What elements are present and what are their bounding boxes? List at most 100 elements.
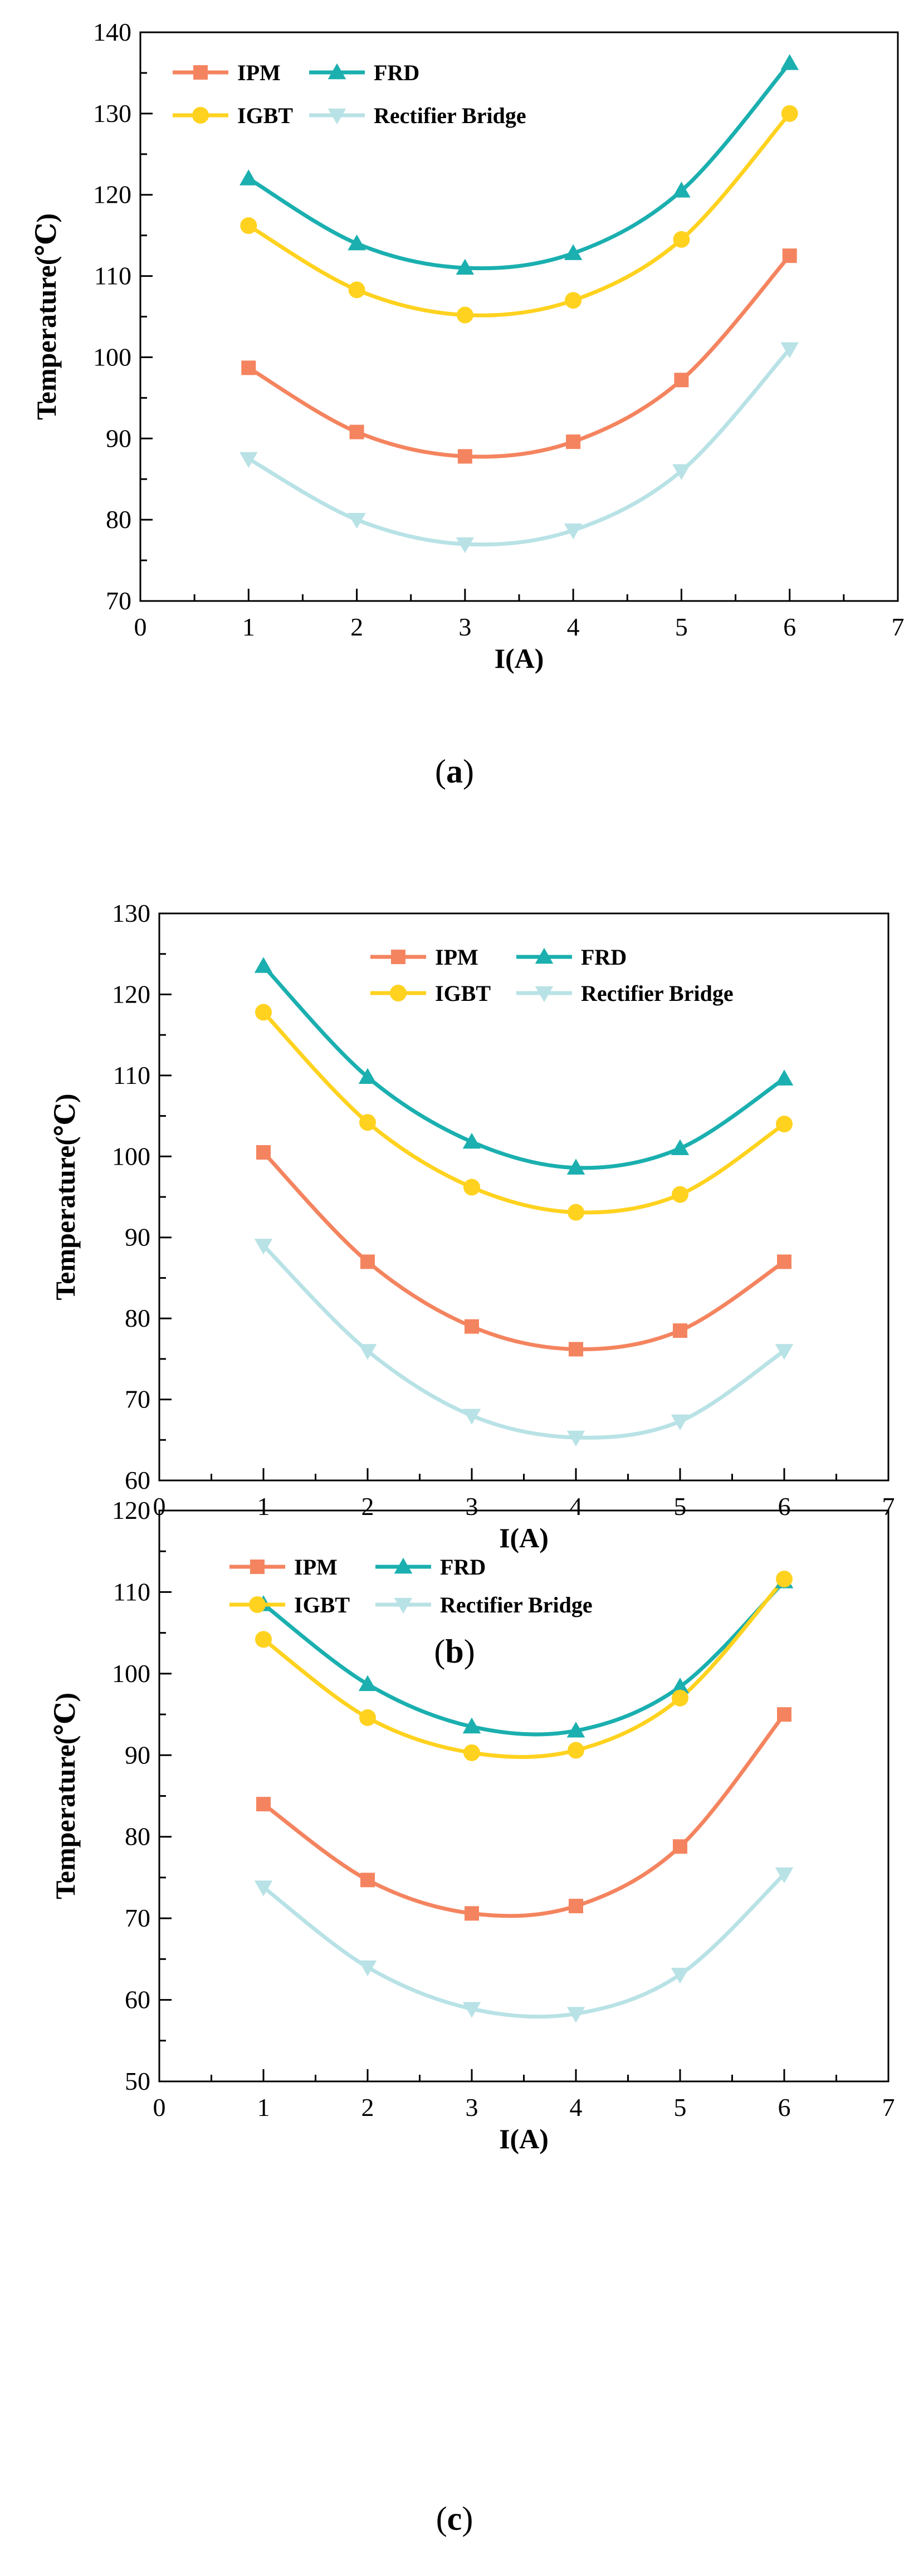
data-point-ipm bbox=[777, 1254, 791, 1269]
data-point-rectifier-bridge bbox=[566, 2007, 585, 2023]
data-point-frd bbox=[671, 1678, 690, 1694]
data-point-frd bbox=[566, 1159, 585, 1175]
x-tick-label: 5 bbox=[674, 2093, 687, 2122]
legend-item-igbt: IGBT bbox=[370, 981, 491, 1006]
x-tick-label: 1 bbox=[257, 1492, 270, 1521]
y-axis-title: Temperature(℃) bbox=[31, 213, 62, 420]
data-point-frd bbox=[348, 234, 366, 251]
data-point-ipm bbox=[777, 1707, 791, 1722]
data-point-igbt bbox=[776, 1571, 793, 1587]
x-tick-label: 7 bbox=[882, 1492, 895, 1521]
data-point-igbt bbox=[776, 1116, 793, 1133]
data-point-frd bbox=[775, 1069, 794, 1086]
legend-label: IGBT bbox=[237, 103, 293, 128]
data-point-igbt bbox=[781, 105, 798, 122]
y-tick-label: 120 bbox=[112, 980, 150, 1008]
y-tick-label: 80 bbox=[125, 1304, 150, 1332]
data-point-ipm bbox=[465, 1906, 479, 1921]
y-axis-title: Temperature(℃) bbox=[50, 1693, 81, 1899]
data-point-ipm bbox=[457, 449, 472, 464]
x-tick-label: 0 bbox=[134, 613, 147, 641]
figure-caption: (a) bbox=[435, 753, 474, 790]
legend-swatch-marker bbox=[394, 1597, 413, 1614]
series-line-ipm bbox=[261, 1150, 786, 1352]
x-tick-label: 7 bbox=[882, 2093, 895, 2122]
data-point-frd bbox=[462, 1132, 481, 1149]
series-line-frd bbox=[261, 964, 786, 1170]
x-tick-label: 2 bbox=[350, 613, 363, 641]
legend-item-igbt: IGBT bbox=[173, 103, 293, 128]
data-point-rectifier-bridge bbox=[775, 1344, 794, 1360]
data-point-igbt bbox=[348, 281, 365, 299]
legend-item-frd: FRD bbox=[516, 945, 627, 970]
x-axis-title: I(A) bbox=[499, 1522, 549, 1553]
legend-item-rectifier-bridge: Rectifier Bridge bbox=[375, 1592, 593, 1617]
data-point-igbt bbox=[672, 1689, 688, 1707]
legend-item-igbt: IGBT bbox=[229, 1592, 350, 1617]
series-line-igbt bbox=[261, 1577, 786, 1759]
data-point-igbt bbox=[463, 1179, 480, 1196]
data-point-rectifier-bridge bbox=[775, 1867, 794, 1884]
data-point-rectifier-bridge bbox=[671, 1967, 690, 1984]
data-point-igbt bbox=[359, 1709, 376, 1726]
y-tick-label: 130 bbox=[93, 99, 131, 128]
y-tick-label: 100 bbox=[93, 343, 131, 371]
data-point-igbt bbox=[255, 1004, 272, 1021]
data-point-rectifier-bridge bbox=[462, 2002, 481, 2018]
legend-label: IPM bbox=[294, 1555, 338, 1580]
y-tick-label: 80 bbox=[125, 1822, 150, 1851]
data-point-ipm bbox=[566, 434, 581, 449]
figure-caption: (b) bbox=[434, 1633, 475, 1670]
data-point-ipm bbox=[360, 1254, 375, 1269]
legend-swatch-marker bbox=[250, 1560, 265, 1574]
x-tick-label: 6 bbox=[778, 2093, 791, 2122]
y-tick-label: 110 bbox=[113, 1061, 150, 1089]
legend-label: IPM bbox=[237, 60, 281, 85]
data-point-frd bbox=[254, 957, 273, 973]
y-tick-label: 100 bbox=[112, 1142, 150, 1170]
data-point-frd bbox=[358, 1675, 377, 1692]
legend-swatch-marker bbox=[328, 108, 346, 125]
data-point-rectifier-bridge bbox=[254, 1239, 273, 1255]
data-point-igbt bbox=[565, 292, 582, 309]
y-tick-label: 90 bbox=[125, 1223, 150, 1252]
series-line-rectifier-bridge bbox=[261, 1243, 786, 1440]
legend-swatch-marker bbox=[249, 1596, 266, 1613]
x-axis-title: I(A) bbox=[495, 643, 544, 674]
x-tick-label: 5 bbox=[675, 613, 688, 641]
legend-swatch-marker bbox=[535, 986, 554, 1003]
legend-label: Rectifier Bridge bbox=[374, 103, 526, 128]
x-tick-label: 0 bbox=[153, 1492, 166, 1521]
data-point-igbt bbox=[359, 1114, 376, 1131]
legend-label: FRD bbox=[440, 1555, 486, 1580]
y-tick-label: 90 bbox=[106, 424, 131, 452]
chart-panel-c: 0 1 2 3 4 5 6 7 50 60 70 80 90 100 110 120 I(A) Temperatu… bbox=[50, 1496, 895, 2537]
data-point-ipm bbox=[569, 1342, 583, 1357]
series-line-rectifier-bridge bbox=[261, 1872, 786, 2019]
x-tick-label: 2 bbox=[361, 2093, 374, 2122]
legend-item-ipm: IPM bbox=[229, 1555, 338, 1580]
data-point-ipm bbox=[241, 360, 256, 375]
x-tick-label: 1 bbox=[242, 613, 255, 641]
data-point-rectifier-bridge bbox=[358, 1960, 377, 1977]
data-point-rectifier-bridge bbox=[672, 464, 691, 480]
figure-caption: (c) bbox=[436, 2500, 473, 2537]
y-axis-title: Temperature(℃) bbox=[50, 1094, 81, 1301]
series-line-frd bbox=[246, 61, 792, 271]
caption-letter: b bbox=[445, 1633, 463, 1670]
y-tick-label: 70 bbox=[106, 586, 131, 615]
x-tick-label: 6 bbox=[783, 613, 796, 641]
legend-swatch-marker bbox=[535, 947, 554, 964]
legend-label: FRD bbox=[581, 945, 627, 970]
data-point-ipm bbox=[256, 1797, 271, 1812]
data-point-frd bbox=[358, 1068, 377, 1084]
legend-label: Rectifier Bridge bbox=[440, 1592, 593, 1617]
series-line-ipm bbox=[261, 1712, 786, 1918]
data-point-igbt bbox=[463, 1744, 480, 1761]
data-point-igbt bbox=[673, 231, 690, 248]
plot-frame bbox=[158, 912, 890, 1482]
series-line-rectifier-bridge bbox=[246, 347, 792, 547]
data-point-rectifier-bridge bbox=[348, 512, 366, 529]
legend-item-ipm: IPM bbox=[173, 60, 281, 85]
